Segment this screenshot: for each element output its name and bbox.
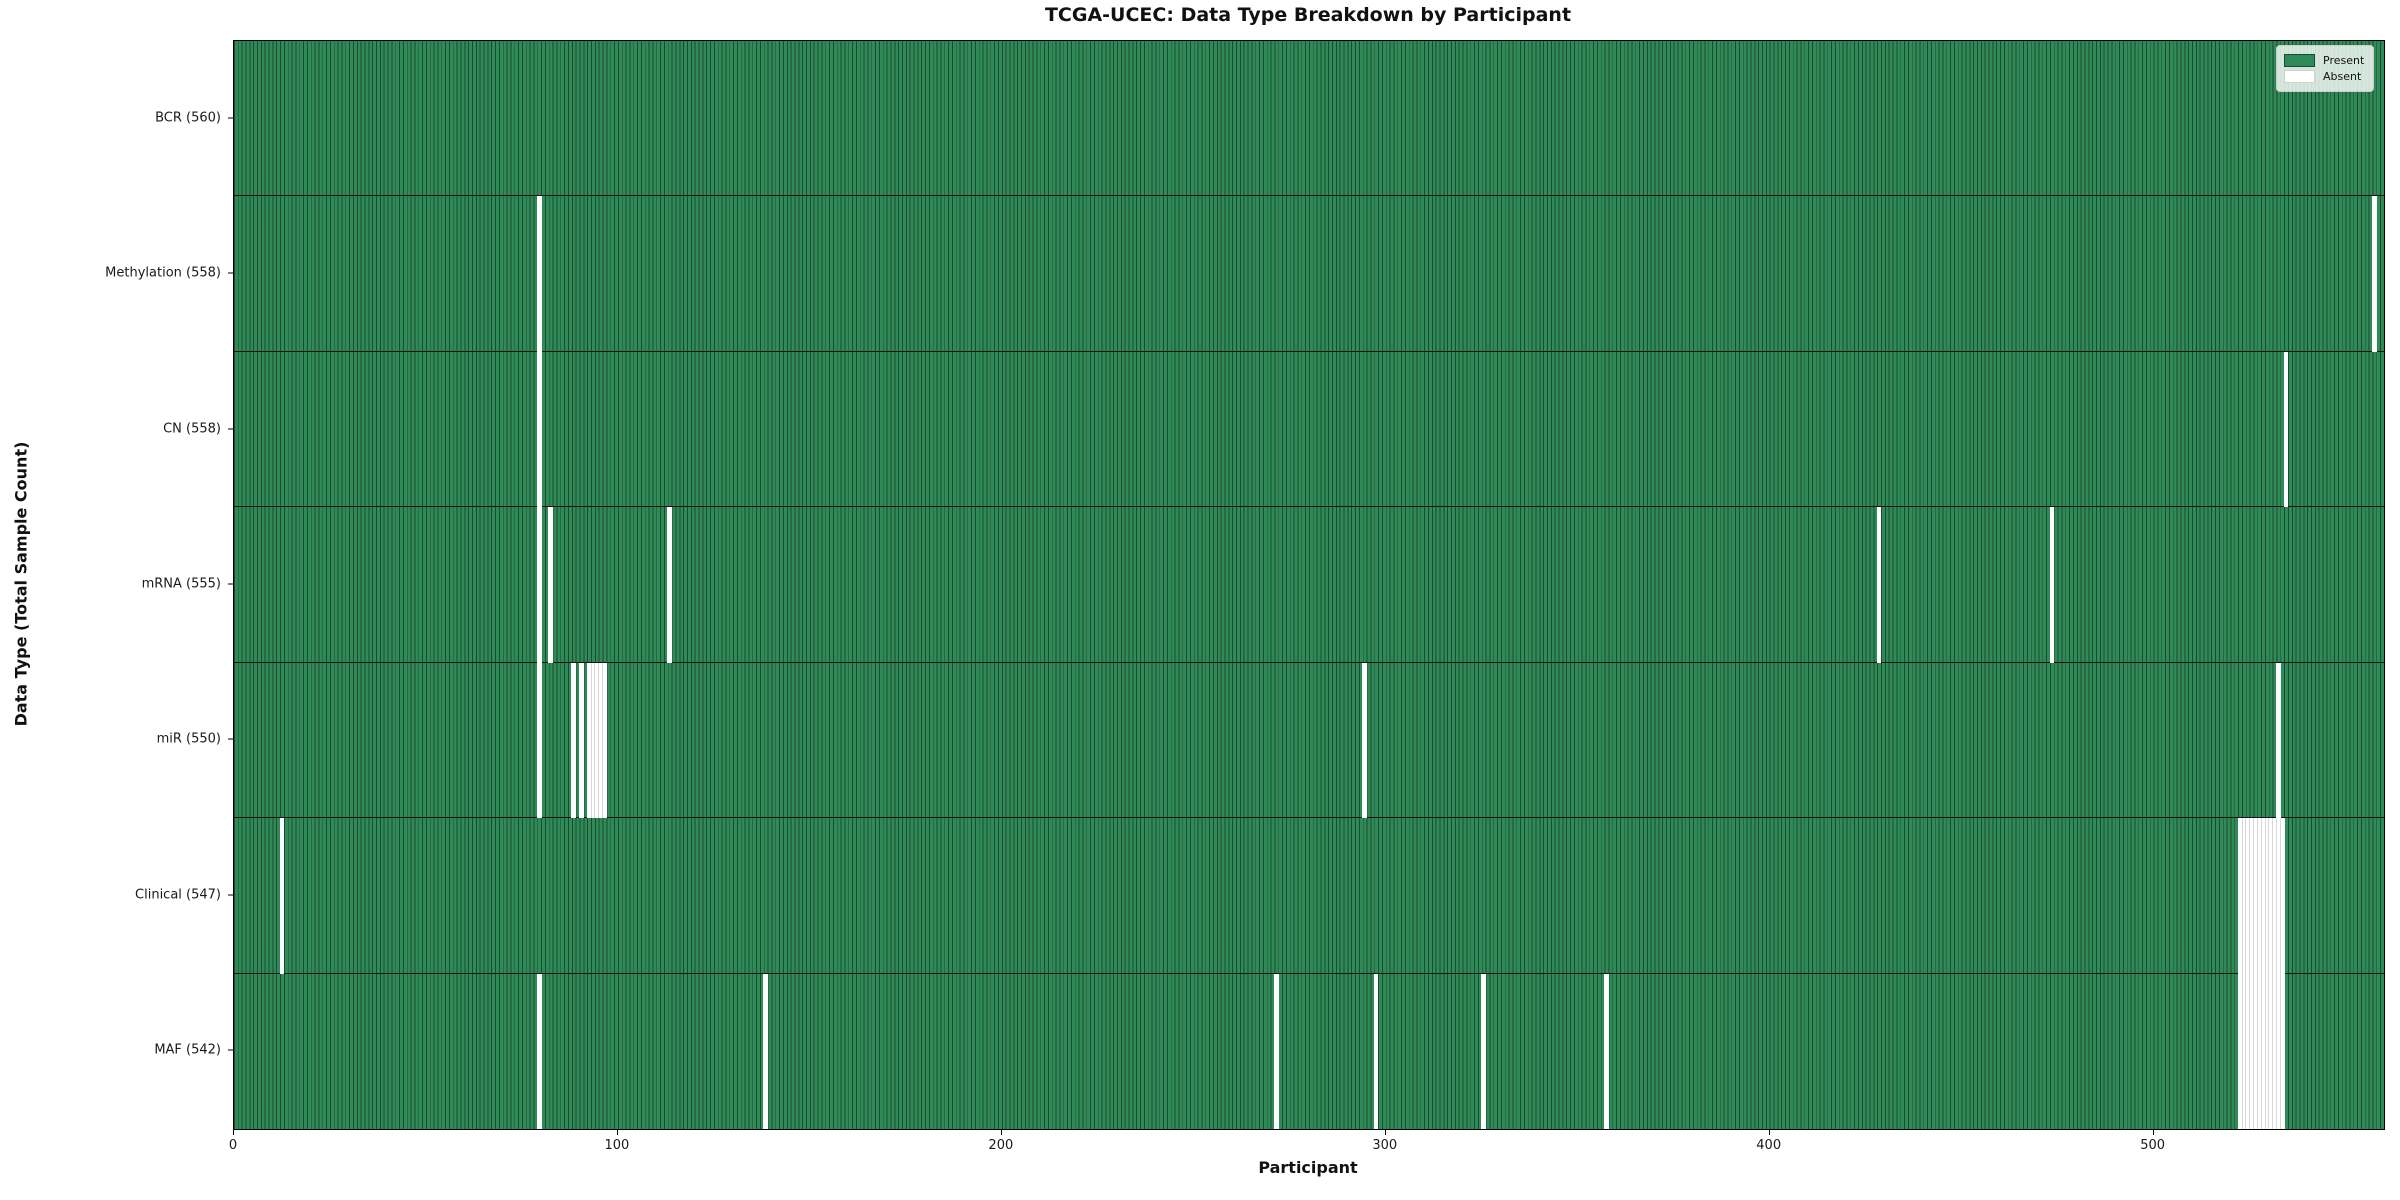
absent-gap (536, 973, 542, 1129)
absent-gap (2268, 973, 2274, 1129)
absent-gap (2049, 507, 2055, 663)
absent-gap (2245, 818, 2250, 974)
x-tick-mark (1384, 1130, 1386, 1135)
x-tick-label: 300 (1372, 1138, 1398, 1153)
x-tick-label: 0 (228, 1138, 238, 1153)
y-tick-label: mRNA (555) (141, 576, 221, 592)
absent-gap (579, 662, 584, 819)
x-tick-label: 100 (604, 1138, 630, 1153)
x-tick-mark (1768, 1130, 1770, 1135)
absent-gap (2260, 973, 2266, 1129)
absent-gap (2276, 662, 2281, 819)
absent-gap (2253, 818, 2258, 974)
y-tick-mark (228, 428, 233, 430)
absent-gap (2279, 818, 2285, 974)
absent-gap (594, 662, 600, 819)
chart-row-maf (234, 973, 2384, 1129)
present-swatch-icon (2284, 54, 2315, 67)
absent-gap (2276, 973, 2281, 1129)
absent-gap (1481, 973, 1486, 1129)
chart-row-methylation (234, 196, 2384, 352)
absent-gap (2249, 973, 2254, 1129)
x-tick-mark (233, 1130, 234, 1135)
absent-gap (586, 662, 592, 819)
absent-gap (2256, 818, 2262, 974)
legend-absent-label: Absent (2323, 70, 2362, 83)
absent-gap (2245, 973, 2250, 1129)
absent-gap (2283, 351, 2289, 508)
absent-gap (1876, 507, 1882, 663)
absent-gap (2276, 818, 2281, 974)
absent-gap (2264, 818, 2270, 974)
y-tick-label: miR (550) (156, 731, 221, 747)
y-tick-mark (228, 894, 233, 896)
absent-gap (2241, 818, 2247, 974)
absent-gap (2268, 818, 2274, 974)
x-tick-mark (1000, 1130, 1002, 1135)
absent-gap (2249, 818, 2254, 974)
absent-gap (548, 507, 554, 663)
absent-gap (2260, 818, 2266, 974)
y-tick-mark (228, 1049, 233, 1051)
y-tick-mark (228, 583, 233, 585)
chart-row-cn (234, 351, 2384, 508)
y-tick-mark (228, 117, 233, 119)
absent-gap (1604, 973, 1609, 1129)
y-tick-label: BCR (560) (155, 110, 221, 126)
absent-gap (536, 507, 542, 663)
x-axis-title: Participant (1258, 1158, 1358, 1177)
absent-gap (536, 196, 542, 352)
absent-gap (2272, 973, 2277, 1129)
absent-gap (2237, 973, 2243, 1129)
chart-row-mrna (234, 507, 2384, 663)
absent-gap (2253, 973, 2258, 1129)
legend-present-label: Present (2323, 54, 2365, 67)
x-tick-label: 200 (988, 1138, 1014, 1153)
absent-gap (536, 662, 542, 819)
absent-gap (2264, 973, 2270, 1129)
absent-gap (667, 507, 673, 663)
chart-row-mir (234, 662, 2384, 819)
y-tick-label: Methylation (558) (105, 265, 221, 281)
y-tick-mark (228, 272, 233, 274)
legend-item-present: Present (2284, 54, 2364, 67)
absent-gap (602, 662, 607, 819)
absent-gap (598, 662, 603, 819)
absent-gap (2256, 973, 2262, 1129)
absent-gap (2279, 973, 2285, 1129)
y-tick-label: MAF (542) (154, 1042, 221, 1058)
absent-gap (279, 818, 285, 974)
plot-area (233, 40, 2385, 1130)
absent-gap (590, 662, 596, 819)
y-tick-mark (228, 738, 233, 740)
x-tick-mark (616, 1130, 618, 1135)
absent-gap (2272, 818, 2277, 974)
absent-gap (1362, 662, 1367, 819)
x-tick-label: 500 (2140, 1138, 2166, 1153)
absent-gap (763, 973, 769, 1129)
absent-gap (2241, 973, 2247, 1129)
absent-gap (1274, 973, 1279, 1129)
absent-gap (1373, 973, 1379, 1129)
absent-swatch-icon (2284, 70, 2315, 83)
x-tick-label: 400 (1756, 1138, 1782, 1153)
absent-gap (2372, 196, 2377, 352)
legend-item-absent: Absent (2284, 70, 2364, 83)
y-tick-label: CN (558) (163, 421, 221, 437)
absent-gap (2237, 818, 2243, 974)
absent-gap (536, 351, 542, 508)
chart-row-clinical (234, 818, 2384, 974)
absent-gap (571, 662, 577, 819)
chart-title: TCGA-UCEC: Data Type Breakdown by Partic… (1044, 4, 1572, 26)
x-tick-mark (2152, 1130, 2154, 1135)
y-tick-label: Clinical (547) (135, 887, 221, 903)
legend: Present Absent (2276, 45, 2375, 92)
chart-row-bcr (234, 41, 2384, 197)
